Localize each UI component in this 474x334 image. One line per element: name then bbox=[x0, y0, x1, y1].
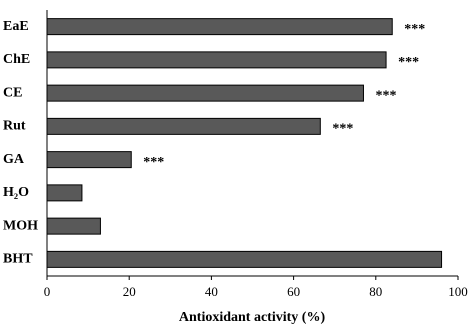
annotation: *** bbox=[398, 55, 419, 70]
y-tick-label: GA bbox=[3, 152, 25, 167]
bar bbox=[46, 51, 387, 69]
annotation: *** bbox=[404, 22, 425, 37]
y-tick-label: EaE bbox=[3, 19, 29, 34]
y-tick-label: MOH bbox=[3, 218, 38, 233]
y-tick-label: CE bbox=[3, 85, 22, 100]
bar bbox=[46, 151, 132, 169]
y-tick-label: H₂O bbox=[3, 185, 29, 200]
bar bbox=[46, 18, 393, 36]
x-tick-label: 0 bbox=[44, 284, 51, 299]
annotation: *** bbox=[332, 122, 353, 137]
x-tick-label: 20 bbox=[123, 284, 136, 299]
y-tick-label: ChE bbox=[3, 52, 30, 67]
bar bbox=[46, 250, 443, 268]
bar bbox=[46, 184, 83, 202]
y-tick-label: BHT bbox=[3, 252, 33, 267]
bar bbox=[46, 84, 364, 102]
x-axis-label: Antioxidant activity (%) bbox=[179, 310, 326, 325]
bar bbox=[46, 217, 101, 235]
x-tick-label: 100 bbox=[448, 284, 468, 299]
annotation: *** bbox=[143, 155, 164, 170]
x-tick-label: 40 bbox=[205, 284, 218, 299]
x-tick-label: 60 bbox=[287, 284, 300, 299]
bar bbox=[46, 117, 321, 135]
annotation: *** bbox=[375, 88, 396, 103]
x-tick-label: 80 bbox=[369, 284, 382, 299]
y-tick-label: Rut bbox=[3, 119, 26, 134]
